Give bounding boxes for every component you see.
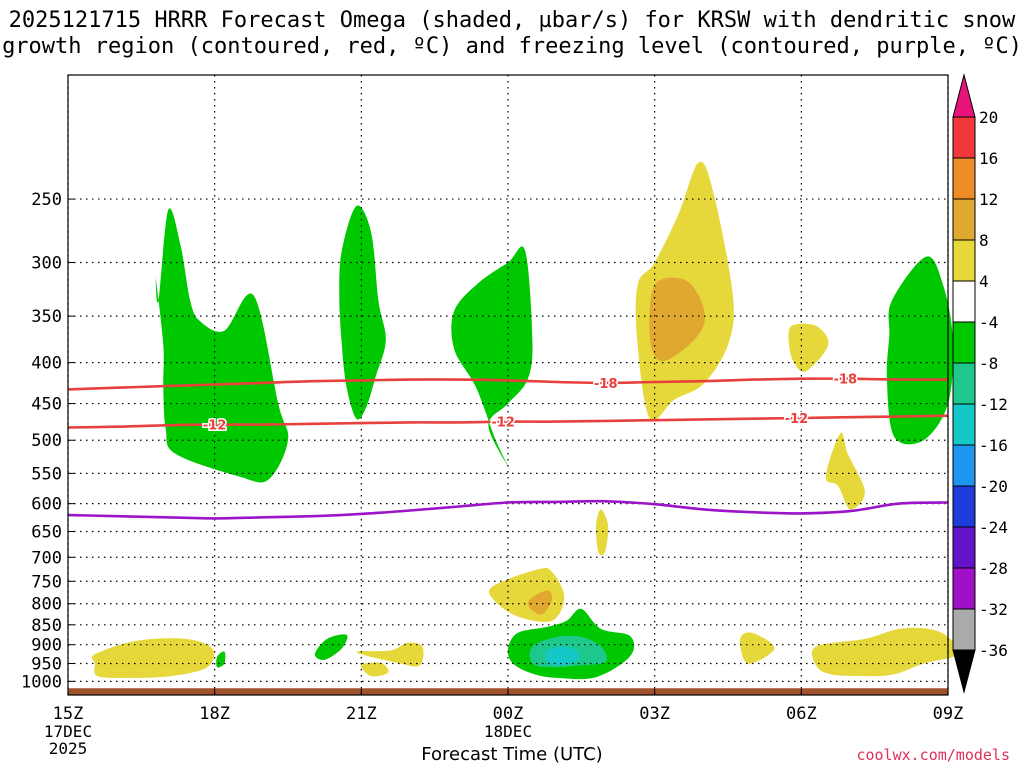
y-tick-label-250: 250 [31,190,62,210]
colorbar-label--16: -16 [979,436,1008,455]
freezing-level-line [67,499,949,520]
omega-region-16 [91,638,215,678]
isotherm-label--18: -18 [594,377,618,392]
isotherm-label--12: -12 [203,419,227,434]
colorbar-band-2 [952,198,976,241]
y-tick-label-500: 500 [31,431,62,451]
colorbar-label-20: 20 [979,108,998,127]
omega-region-5 [216,651,226,668]
omega-region-14 [488,567,565,622]
x-tick-sublabel-2025: 2025 [49,739,88,758]
isotherm-line--18 [67,377,949,391]
colorbar-label--8: -8 [979,354,998,373]
omega-region-2 [451,246,533,471]
x-tick-label-06Z: 06Z [786,704,817,724]
omega-shading-layer [68,161,959,695]
colorbar-band-7 [952,403,976,446]
colorbar-band-11 [952,567,976,610]
y-tick-label-600: 600 [31,495,62,515]
x-tick-label-15Z: 15Z [53,704,84,724]
x-tick-label-18Z: 18Z [199,704,230,724]
y-tick-label-800: 800 [31,595,62,615]
colorbar-label--36: -36 [979,641,1008,660]
y-tick-label-550: 550 [31,464,62,484]
y-tick-label-700: 700 [31,548,62,568]
isotherm-label--18: -18 [834,373,858,388]
colorbar-label-4: 4 [979,272,989,291]
isotherm-label--12: -12 [491,416,515,431]
y-tick-label-300: 300 [31,254,62,274]
colorbar-band-9 [952,485,976,528]
colorbar-band-8 [952,444,976,487]
x-tick-label-00Z: 00Z [493,704,524,724]
chart-title-line1: 2025121715 HRRR Forecast Omega (shaded, … [8,8,1016,33]
omega-region-12 [825,432,865,510]
colorbar-top-arrow [952,73,976,118]
y-tick-label-650: 650 [31,522,62,542]
x-tick-sublabel-17DEC: 17DEC [44,722,92,741]
colorbar-label-12: 12 [979,190,998,209]
colorbar-label-16: 16 [979,149,998,168]
y-tick-label-750: 750 [31,572,62,592]
y-tick-label-400: 400 [31,354,62,374]
omega-region-20 [811,627,959,677]
x-tick-label-09Z: 09Z [933,704,964,724]
omega-region-19 [740,632,775,664]
colorbar-label--20: -20 [979,477,1008,496]
omega-region-18 [356,642,424,667]
colorbar-label--32: -32 [979,600,1008,619]
x-tick-label-03Z: 03Z [639,704,670,724]
colorbar-label--24: -24 [979,518,1008,537]
x-axis-label: Forecast Time (UTC) [421,744,603,765]
isotherm-line--12 [67,414,949,429]
omega-region-15 [528,590,553,615]
colorbar-bottom-arrow [952,649,976,694]
colorbar-band-0 [952,116,976,159]
colorbar-label--12: -12 [979,395,1008,414]
colorbar-band-12 [952,608,976,651]
x-tick-sublabel-18DEC: 18DEC [484,722,532,741]
y-tick-label-900: 900 [31,636,62,656]
colorbar-band-10 [952,526,976,569]
omega-region-13 [595,509,609,556]
isotherm-layer: -18 -18 -12 -12 -12 [67,371,949,520]
axes-layer: 2503003504004505005506006507007508008509… [21,74,964,758]
omega-region-8 [545,646,580,666]
y-tick-label-450: 450 [31,395,62,415]
y-tick-label-350: 350 [31,307,62,327]
x-tick-label-21Z: 21Z [346,704,377,724]
y-tick-label-850: 850 [31,616,62,636]
y-tick-label-1000: 1000 [21,672,62,692]
omega-region-4 [314,634,348,660]
colorbar-band-5 [952,321,976,364]
colorbar-label--4: -4 [979,313,998,332]
colorbar-label-8: 8 [979,231,989,250]
omega-region-10 [649,277,705,362]
colorbar-band-1 [952,157,976,200]
omega-region-17 [361,662,389,677]
omega-region-1 [339,205,386,420]
isotherm-label--12: -12 [785,412,809,427]
chart-title-line2: growth region (contoured, red, ºC) and f… [2,34,1022,59]
site-credit: coolwx.com/models [856,746,1010,764]
colorbar-band-6 [952,362,976,405]
omega-region-11 [788,323,829,372]
y-tick-label-950: 950 [31,655,62,675]
colorbar: 20 16 12 8 4 -4 -8 -12 -16 -20 -24 -28 -32 -36 [952,73,1008,694]
omega-region-0 [155,208,289,483]
colorbar-band-3 [952,239,976,282]
plot-frame [67,74,949,696]
colorbar-band-4 [952,280,976,323]
colorbar-label--28: -28 [979,559,1008,578]
grid-layer [67,75,949,695]
omega-region-3 [886,256,954,445]
